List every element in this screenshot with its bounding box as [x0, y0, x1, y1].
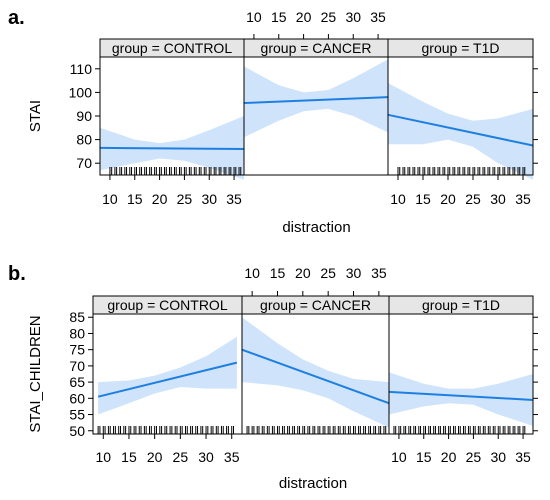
x-tick-label: 20	[152, 191, 168, 207]
y-tick-label: 85	[69, 309, 85, 325]
y-tick-label: 80	[69, 325, 85, 341]
y-tick-label: 70	[76, 155, 92, 171]
strip-title: group = CONTROL	[107, 297, 227, 313]
x-tick-label: 10	[390, 191, 406, 207]
x-tick-label: 10	[102, 191, 118, 207]
y-tick-label: 80	[76, 132, 92, 148]
strip-title: group = CANCER	[261, 40, 372, 56]
x-tick-label: 15	[127, 191, 143, 207]
y-tick-label: 60	[69, 390, 85, 406]
facet-panel: group = CONTROL 10 15 20 25 30 35	[92, 295, 243, 465]
y-tick-label: 50	[69, 423, 85, 439]
fit-line	[97, 361, 238, 398]
x-tick-label: 25	[465, 191, 481, 207]
fit-line	[388, 390, 534, 401]
facet-panel: group = CANCER 10 15 20 25 30 35	[243, 9, 389, 176]
strip-title: group = CONTROL	[112, 40, 232, 56]
y-tick-label: 55	[69, 407, 85, 423]
x-tick-label: 15	[271, 9, 287, 25]
x-axis-label: distraction	[282, 219, 350, 236]
x-tick-label: 35	[226, 191, 242, 207]
confidence-band	[242, 317, 389, 428]
y-tick-label: 90	[76, 108, 92, 124]
x-tick-label: 30	[490, 191, 506, 207]
x-tick-label: 20	[296, 9, 312, 25]
x-tick-label: 25	[320, 265, 336, 281]
confidence-band	[98, 336, 237, 415]
x-tick-label: 15	[270, 265, 286, 281]
fit-line	[241, 348, 390, 405]
x-tick-label: 35	[515, 449, 531, 465]
confidence-band	[244, 59, 388, 138]
x-tick-label: 25	[321, 9, 337, 25]
confidence-band	[388, 83, 533, 180]
x-tick-label: 30	[346, 265, 362, 281]
x-tick-label: 15	[415, 191, 431, 207]
y-tick-label: 70	[69, 358, 85, 374]
x-axis-label: distraction	[279, 475, 347, 492]
y-axis-label: STAI_CHILDREN	[27, 315, 44, 432]
x-tick-label: 35	[371, 265, 387, 281]
x-tick-label: 20	[441, 449, 457, 465]
panel-label: a.	[8, 7, 25, 29]
fit-line	[243, 96, 389, 105]
y-tick-label: 100	[69, 84, 93, 100]
x-tick-label: 10	[244, 265, 260, 281]
x-tick-label: 30	[490, 449, 506, 465]
x-tick-label: 35	[515, 191, 531, 207]
x-tick-label: 10	[246, 9, 262, 25]
strip-title: group = T1D	[422, 297, 500, 313]
y-axis-label: STAI	[27, 100, 44, 132]
x-tick-label: 30	[198, 449, 214, 465]
fit-line	[99, 146, 245, 151]
x-tick-label: 15	[121, 449, 137, 465]
y-tick-label: 65	[69, 374, 85, 390]
y-tick-label: 110	[70, 61, 93, 77]
facet-panel: group = T1D 10 15 20 25 30 35	[387, 38, 534, 207]
panel-label: b.	[8, 263, 26, 285]
strip-title: group = T1D	[422, 40, 500, 56]
x-tick-label: 25	[173, 449, 189, 465]
x-tick-label: 25	[466, 449, 482, 465]
facet-panel: group = T1D 10 15 20 25 30 35	[388, 295, 534, 465]
x-tick-label: 20	[440, 191, 456, 207]
y-tick-label: 75	[69, 342, 85, 358]
facet-panel: group = CONTROL 10 15 20 25 30 35	[99, 38, 245, 207]
x-tick-label: 35	[370, 9, 386, 25]
x-tick-label: 30	[345, 9, 361, 25]
x-tick-label: 35	[224, 449, 240, 465]
fit-line	[387, 113, 534, 147]
x-tick-label: 20	[295, 265, 311, 281]
x-tick-label: 15	[416, 449, 432, 465]
x-tick-label: 20	[147, 449, 163, 465]
x-tick-label: 10	[95, 449, 111, 465]
x-tick-label: 25	[177, 191, 193, 207]
x-tick-label: 30	[201, 191, 217, 207]
x-tick-label: 10	[391, 449, 407, 465]
panel-frame	[388, 313, 534, 435]
confidence-band	[389, 372, 533, 426]
strip-title: group = CANCER	[260, 297, 371, 313]
